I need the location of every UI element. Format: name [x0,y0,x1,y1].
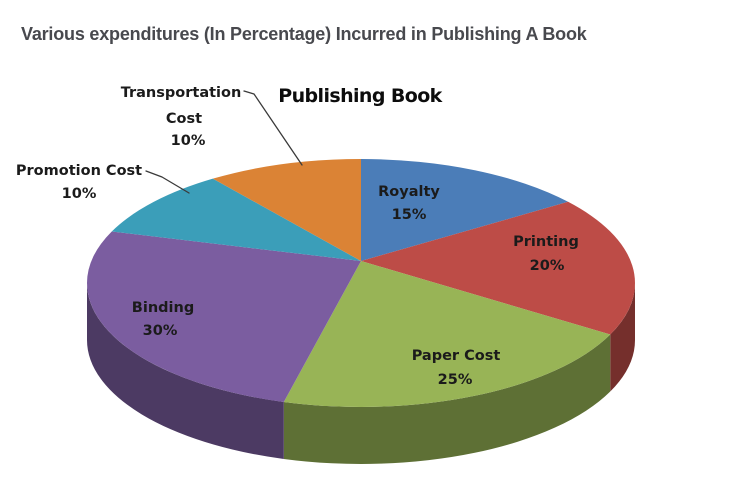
binding-slice-side [86,283,284,459]
callout-lines [145,90,303,194]
transportation-cost-callout-label-line2: Cost [166,111,202,127]
printing-slice [361,201,635,335]
paper-cost-slice [283,261,611,408]
binding-slice-value: 30% [143,323,178,339]
promotion-cost-callout-label: Promotion Cost [16,163,142,179]
transportation-cost-slice [212,159,361,261]
transportation-cost-callout-value: 10% [171,133,206,149]
promotion-cost-slice [111,178,361,261]
pie-slices [86,159,635,465]
chart-labels: Publishing Book Royalty 15% Printing 20%… [16,85,579,388]
royalty-slice-value: 15% [392,207,427,223]
paper-cost-slice-side [283,334,611,465]
printing-slice-label: Printing [513,234,579,250]
printing-slice-value: 20% [530,258,565,274]
binding-slice-label: Binding [132,300,194,316]
paper-cost-slice-value: 25% [438,372,473,388]
page-title: Various expenditures (In Percentage) Inc… [21,24,587,44]
transportation-cost-callout-label-line1: Transportation [121,85,242,101]
promotion-cost-callout-value: 10% [62,186,97,202]
transportation-leader-line [243,90,303,166]
royalty-slice [361,159,569,261]
promotion-leader-line [145,170,190,194]
printing-slice-side [610,283,635,392]
royalty-slice-label: Royalty [378,184,440,200]
paper-cost-slice-label: Paper Cost [412,348,501,364]
binding-slice [86,231,361,402]
chart-title: Publishing Book [278,85,442,107]
